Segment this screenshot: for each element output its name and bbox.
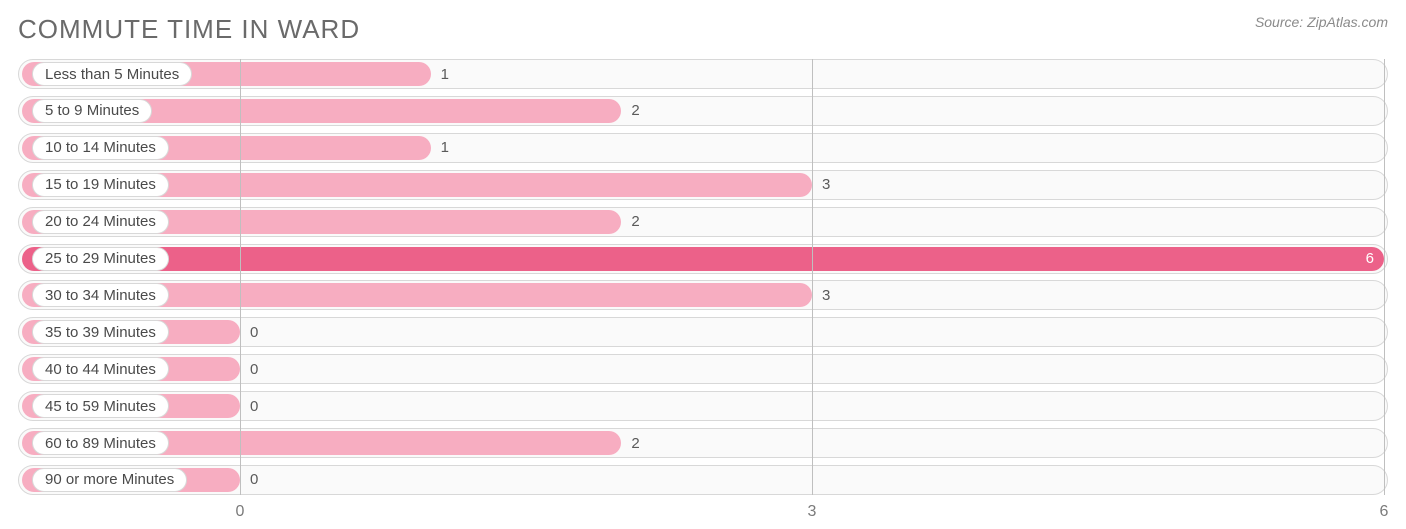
bar-row: Less than 5 Minutes 1: [18, 59, 1388, 89]
category-label: 35 to 39 Minutes: [45, 324, 156, 341]
value-label: 6: [1366, 244, 1374, 274]
category-label: Less than 5 Minutes: [45, 66, 179, 83]
bar-row: 40 to 44 Minutes 0: [18, 354, 1388, 384]
x-tick-label: 0: [236, 503, 245, 521]
bar-row: 25 to 29 Minutes 6: [18, 244, 1388, 274]
category-label-pill: 60 to 89 Minutes: [32, 431, 169, 455]
category-label: 90 or more Minutes: [45, 471, 174, 488]
value-label: 0: [250, 317, 258, 347]
value-label: 0: [250, 391, 258, 421]
x-axis: 0 3 6: [18, 499, 1388, 529]
category-label-pill: 90 or more Minutes: [32, 468, 187, 492]
bar-row: 45 to 59 Minutes 0: [18, 391, 1388, 421]
value-label: 0: [250, 354, 258, 384]
bar-rows: Less than 5 Minutes 1 5 to 9 Minutes 2 10 to…: [18, 59, 1388, 495]
bar-row: 20 to 24 Minutes 2: [18, 207, 1388, 237]
bar: [22, 247, 1384, 271]
value-label: 2: [631, 428, 639, 458]
category-label: 25 to 29 Minutes: [45, 250, 156, 267]
category-label: 20 to 24 Minutes: [45, 213, 156, 230]
commute-time-chart: COMMUTE TIME IN WARD Source: ZipAtlas.co…: [0, 0, 1406, 523]
category-label-pill: 45 to 59 Minutes: [32, 394, 169, 418]
plot-area: Less than 5 Minutes 1 5 to 9 Minutes 2 10 to…: [18, 59, 1388, 495]
category-label: 30 to 34 Minutes: [45, 287, 156, 304]
category-label: 10 to 14 Minutes: [45, 139, 156, 156]
value-label: 3: [822, 280, 830, 310]
category-label-pill: 15 to 19 Minutes: [32, 173, 169, 197]
category-label-pill: 20 to 24 Minutes: [32, 210, 169, 234]
category-label-pill: 10 to 14 Minutes: [32, 136, 169, 160]
category-label-pill: 25 to 29 Minutes: [32, 247, 169, 271]
category-label-pill: 35 to 39 Minutes: [32, 320, 169, 344]
value-label: 1: [441, 133, 449, 163]
category-label-pill: 40 to 44 Minutes: [32, 357, 169, 381]
gridline: [240, 59, 241, 495]
chart-source: Source: ZipAtlas.com: [1255, 14, 1388, 30]
value-label: 2: [631, 96, 639, 126]
category-label: 15 to 19 Minutes: [45, 176, 156, 193]
gridline: [1384, 59, 1385, 495]
bar-row: 10 to 14 Minutes 1: [18, 133, 1388, 163]
value-label: 3: [822, 170, 830, 200]
bar-row: 60 to 89 Minutes 2: [18, 428, 1388, 458]
bar-row: 90 or more Minutes 0: [18, 465, 1388, 495]
value-label: 0: [250, 465, 258, 495]
category-label: 40 to 44 Minutes: [45, 361, 156, 378]
x-tick-label: 3: [808, 503, 817, 521]
chart-title: COMMUTE TIME IN WARD: [18, 14, 360, 45]
category-label: 5 to 9 Minutes: [45, 102, 139, 119]
x-tick-label: 6: [1380, 503, 1389, 521]
category-label-pill: 30 to 34 Minutes: [32, 283, 169, 307]
gridline: [812, 59, 813, 495]
bar-row: 35 to 39 Minutes 0: [18, 317, 1388, 347]
bar-row: 15 to 19 Minutes 3: [18, 170, 1388, 200]
bar-row: 5 to 9 Minutes 2: [18, 96, 1388, 126]
chart-header: COMMUTE TIME IN WARD Source: ZipAtlas.co…: [18, 14, 1388, 45]
category-label: 45 to 59 Minutes: [45, 398, 156, 415]
category-label: 60 to 89 Minutes: [45, 435, 156, 452]
value-label: 1: [441, 59, 449, 89]
bar-row: 30 to 34 Minutes 3: [18, 280, 1388, 310]
category-label-pill: Less than 5 Minutes: [32, 62, 192, 86]
value-label: 2: [631, 207, 639, 237]
category-label-pill: 5 to 9 Minutes: [32, 99, 152, 123]
